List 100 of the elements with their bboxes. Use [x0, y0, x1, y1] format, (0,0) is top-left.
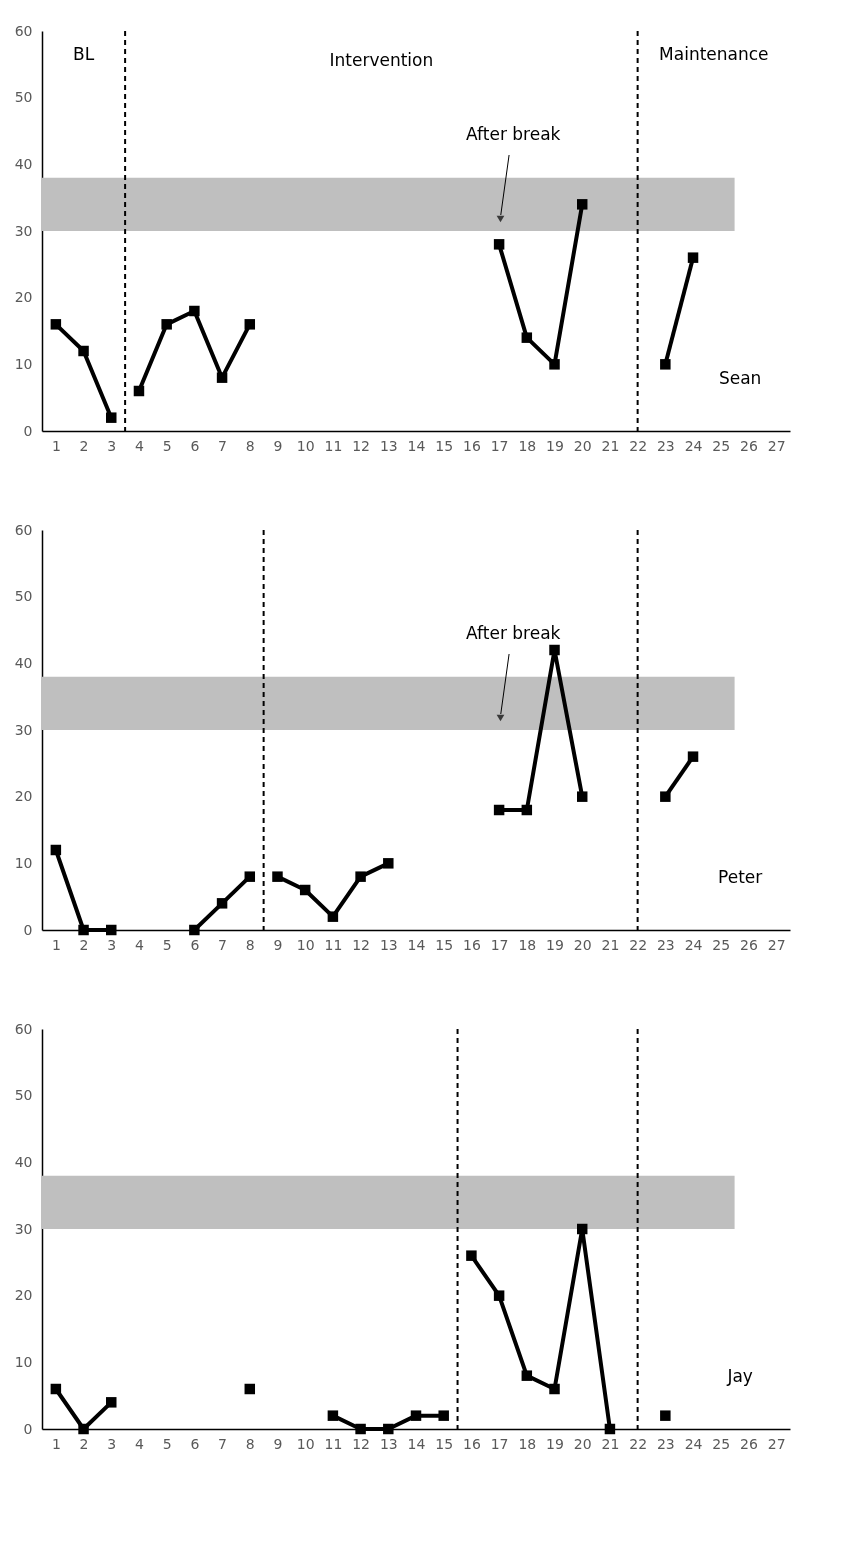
- point: [521, 1370, 533, 1381]
- y-tick-label: 0: [23, 422, 33, 439]
- x-tick-label: 15: [435, 437, 454, 454]
- x-tick-label: 26: [740, 936, 758, 953]
- point: [327, 911, 339, 922]
- x-tick-label: 11: [324, 936, 343, 953]
- point: [50, 319, 62, 330]
- point: [244, 319, 256, 330]
- x-tick-label: 2: [79, 437, 89, 454]
- x-tick-label: 6: [190, 1435, 200, 1452]
- point: [78, 345, 89, 357]
- point: [383, 1423, 394, 1435]
- x-tick-label: 3: [107, 936, 117, 953]
- annotation: Intervention: [329, 50, 434, 70]
- point: [189, 924, 200, 936]
- point: [106, 412, 117, 423]
- x-tick-label: 16: [462, 1435, 481, 1452]
- x-tick-label: 11: [324, 437, 343, 454]
- x-tick-label: 21: [601, 1435, 620, 1452]
- x-tick-label: 22: [629, 936, 648, 953]
- x-tick-label: 7: [218, 437, 228, 454]
- x-tick-label: 26: [740, 437, 758, 454]
- x-tick-label: 1: [51, 936, 61, 953]
- y-tick-label: 40: [14, 1153, 33, 1170]
- x-tick-label: 3: [107, 1435, 117, 1452]
- x-tick-label: 17: [490, 936, 509, 953]
- point: [687, 252, 699, 263]
- x-tick-label: 16: [462, 437, 481, 454]
- x-tick-label: 11: [324, 1435, 343, 1452]
- point: [687, 751, 699, 762]
- x-tick-label: 21: [601, 437, 620, 454]
- x-tick-label: 17: [490, 437, 509, 454]
- annotation: After break: [466, 124, 561, 144]
- x-tick-label: 25: [712, 936, 731, 953]
- point: [576, 199, 588, 210]
- point: [493, 239, 505, 250]
- x-tick-label: 9: [273, 1435, 283, 1452]
- point: [438, 1410, 449, 1421]
- point: [50, 844, 62, 856]
- y-tick-label: 10: [14, 1353, 33, 1370]
- point: [493, 1290, 505, 1301]
- point: [189, 305, 200, 317]
- y-tick-label: 60: [14, 22, 33, 39]
- y-tick-label: 20: [14, 788, 33, 805]
- x-tick-label: 13: [379, 936, 398, 953]
- x-tick-label: 18: [518, 936, 537, 953]
- x-tick-label: 17: [490, 1435, 509, 1452]
- point: [521, 804, 533, 816]
- point: [244, 871, 256, 882]
- annotation: After break: [466, 623, 561, 643]
- x-tick-label: 1: [51, 437, 61, 454]
- point: [50, 1383, 62, 1395]
- annotation: Jay: [726, 1366, 753, 1386]
- y-tick-label: 20: [14, 1287, 33, 1304]
- point: [549, 1383, 560, 1395]
- point: [216, 372, 228, 383]
- x-tick-label: 22: [629, 437, 648, 454]
- x-tick-label: 22: [629, 1435, 648, 1452]
- x-tick-label: 12: [352, 1435, 371, 1452]
- x-tick-label: 8: [245, 936, 255, 953]
- point: [383, 858, 394, 869]
- point: [604, 1423, 616, 1435]
- point: [549, 644, 560, 656]
- x-tick-label: 23: [656, 936, 675, 953]
- x-tick-label: 9: [273, 437, 283, 454]
- x-tick-label: 4: [135, 1435, 144, 1452]
- x-tick-label: 3: [107, 437, 117, 454]
- x-tick-label: 24: [684, 936, 703, 953]
- point: [133, 385, 145, 397]
- x-tick-label: 27: [767, 437, 786, 454]
- x-tick-label: 27: [767, 936, 786, 953]
- y-tick-label: 10: [14, 355, 33, 372]
- y-tick-label: 30: [14, 721, 33, 738]
- x-tick-label: 8: [245, 437, 255, 454]
- x-tick-label: 1: [51, 1435, 61, 1452]
- y-tick-label: 0: [23, 921, 33, 938]
- point: [549, 359, 560, 370]
- annotation: Maintenance: [659, 44, 769, 64]
- x-tick-label: 4: [135, 936, 144, 953]
- point: [327, 1410, 339, 1421]
- x-tick-label: 8: [245, 1435, 255, 1452]
- point: [493, 804, 505, 816]
- x-tick-label: 19: [546, 437, 564, 454]
- x-tick-label: 5: [162, 936, 172, 953]
- x-tick-label: 5: [162, 437, 172, 454]
- point: [161, 319, 172, 330]
- y-tick-label: 30: [14, 1220, 33, 1237]
- point: [660, 791, 671, 802]
- y-tick-label: 50: [14, 1087, 33, 1104]
- point: [576, 1223, 588, 1235]
- y-tick-label: 60: [14, 521, 33, 538]
- point: [78, 924, 89, 936]
- x-tick-label: 6: [190, 936, 200, 953]
- point: [355, 871, 366, 882]
- x-tick-label: 24: [684, 1435, 703, 1452]
- x-tick-label: 12: [352, 437, 371, 454]
- x-tick-label: 9: [273, 936, 283, 953]
- x-tick-label: 7: [218, 1435, 228, 1452]
- x-tick-label: 14: [407, 437, 426, 454]
- x-tick-label: 15: [435, 1435, 454, 1452]
